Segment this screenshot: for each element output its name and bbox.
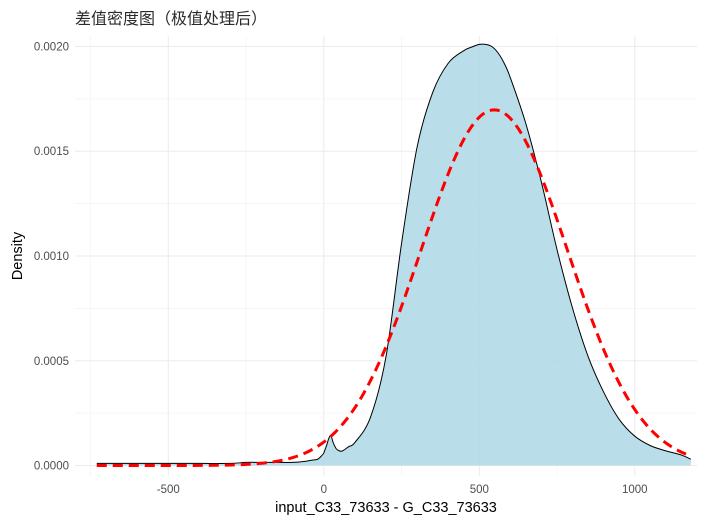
y-tick-label: 0.0005 bbox=[34, 356, 69, 368]
chart-title: 差值密度图（极值处理后） bbox=[75, 9, 267, 28]
density-area-fill bbox=[96, 44, 691, 466]
x-tick-label: -500 bbox=[157, 484, 180, 496]
plot-marks bbox=[96, 43, 692, 468]
y-tick-label: 0.0015 bbox=[34, 146, 69, 158]
y-tick-label: 0.0000 bbox=[34, 461, 69, 473]
x-tick-label: 500 bbox=[470, 484, 489, 496]
y-tick-label: 0.0010 bbox=[34, 251, 69, 263]
x-axis-ticks: -500 0 500 1000 bbox=[157, 484, 648, 496]
normal-curve-line bbox=[96, 108, 692, 468]
density-outline bbox=[96, 43, 691, 465]
y-tick-label: 0.0020 bbox=[34, 41, 69, 53]
y-axis-title: Density bbox=[10, 231, 26, 280]
y-axis-ticks: 0.0000 0.0005 0.0010 0.0015 0.0020 bbox=[34, 41, 69, 472]
x-tick-label: 1000 bbox=[622, 484, 648, 496]
x-axis-title: input_C33_73633 - G_C33_73633 bbox=[275, 500, 497, 516]
x-tick-label: 0 bbox=[321, 484, 327, 496]
